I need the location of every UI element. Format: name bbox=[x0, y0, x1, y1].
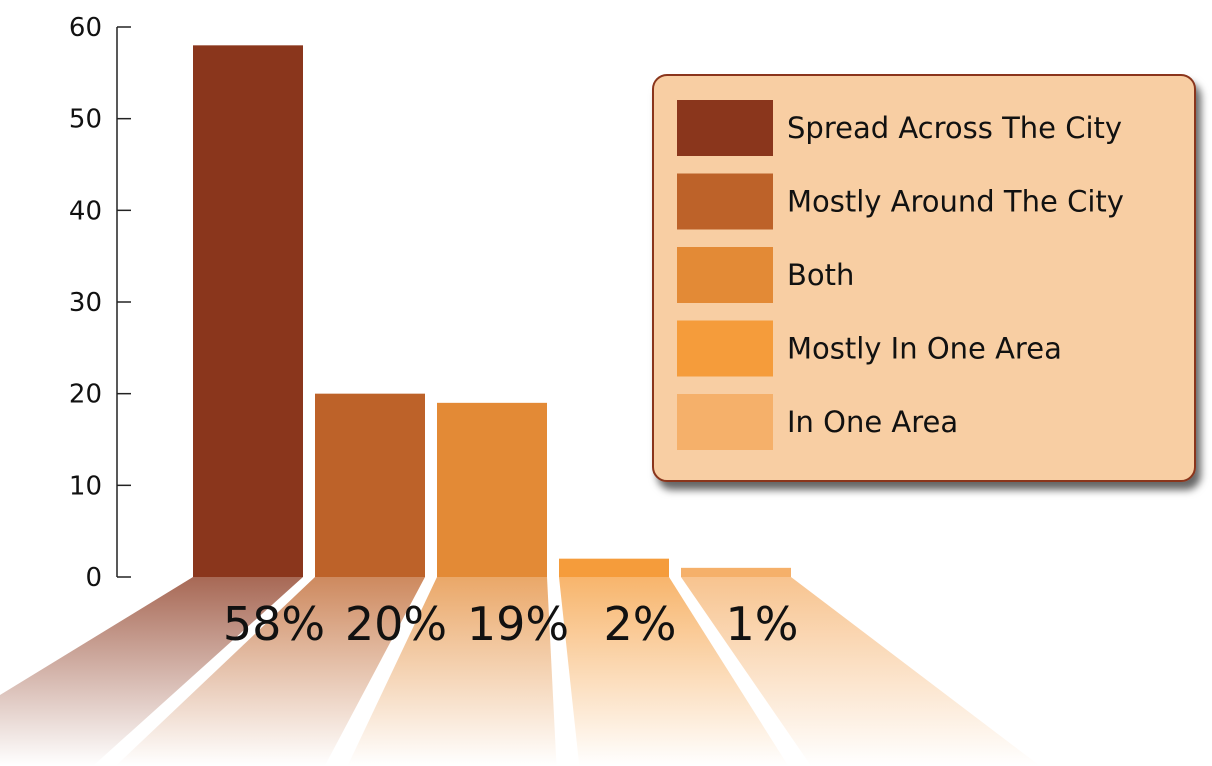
floor-projection bbox=[0, 577, 1041, 766]
bar bbox=[681, 567, 791, 577]
legend-swatch bbox=[677, 247, 773, 303]
legend: Spread Across The City Mostly Around The … bbox=[652, 74, 1196, 482]
value-labels: 58% 20% 19% 2% 1% bbox=[223, 597, 799, 651]
value-label: 58% bbox=[223, 597, 325, 651]
legend-swatch bbox=[677, 394, 773, 450]
bar bbox=[193, 45, 303, 578]
legend-label: Mostly Around The City bbox=[787, 185, 1124, 219]
bar bbox=[437, 402, 547, 577]
y-axis: 0 10 20 30 40 50 60 bbox=[69, 13, 131, 593]
y-tick-label: 0 bbox=[85, 563, 102, 593]
y-tick-label: 30 bbox=[69, 288, 102, 318]
legend-swatch bbox=[677, 173, 773, 230]
legend-swatch bbox=[677, 100, 773, 156]
value-label: 1% bbox=[726, 597, 799, 651]
legend-box bbox=[652, 74, 1196, 482]
y-tick-label: 10 bbox=[69, 471, 102, 501]
legend-label: Both bbox=[787, 258, 854, 292]
bar bbox=[315, 393, 425, 577]
floor-strip bbox=[347, 577, 557, 766]
legend-label: Spread Across The City bbox=[787, 111, 1122, 145]
y-tick-label: 60 bbox=[69, 13, 102, 43]
y-tick-label: 20 bbox=[69, 380, 102, 410]
value-label: 19% bbox=[467, 597, 569, 651]
floor-strip bbox=[559, 577, 789, 766]
legend-label: In One Area bbox=[787, 405, 958, 439]
floor-strip bbox=[115, 577, 425, 766]
value-label: 2% bbox=[604, 597, 677, 651]
value-label: 20% bbox=[345, 597, 447, 651]
legend-swatch bbox=[677, 320, 773, 377]
bars bbox=[193, 45, 791, 578]
legend-label: Mostly In One Area bbox=[787, 332, 1062, 366]
floor-strip bbox=[0, 577, 303, 766]
floor-strip bbox=[681, 577, 1041, 766]
bar bbox=[559, 558, 669, 577]
y-tick-label: 40 bbox=[69, 196, 102, 226]
y-tick-label: 50 bbox=[69, 105, 102, 135]
